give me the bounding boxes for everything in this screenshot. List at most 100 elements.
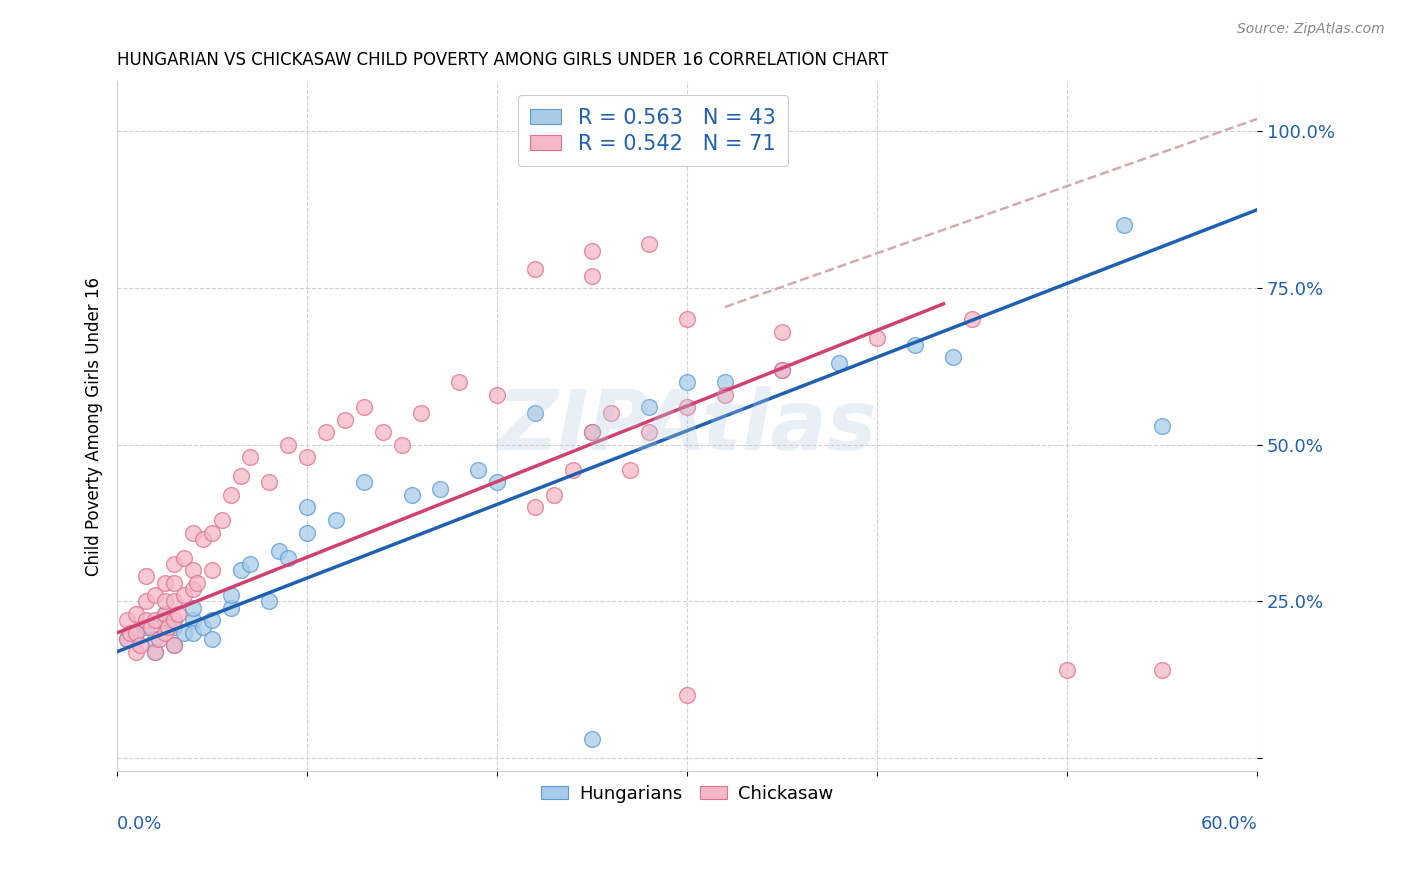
Point [153,575,176,590]
Point [143,588,166,602]
Point [125,607,148,621]
Point [1056,664,1078,678]
Point [770,362,793,376]
Point [638,425,661,440]
Point [201,632,224,646]
Legend: Hungarians, Chickasaw: Hungarians, Chickasaw [534,778,841,810]
Point [143,632,166,646]
Point [125,625,148,640]
Point [219,600,242,615]
Point [770,325,793,339]
Point [353,401,375,415]
Point [467,463,489,477]
Point [191,532,214,546]
Point [181,525,204,540]
Point [163,613,186,627]
Point [543,488,565,502]
Point [638,237,661,252]
Point [277,438,299,452]
Point [135,569,157,583]
Point [135,613,157,627]
Point [295,450,318,465]
Point [173,550,195,565]
Point [449,375,471,389]
Point [143,645,166,659]
Point [125,645,148,659]
Point [401,488,423,502]
Point [115,632,138,646]
Point [163,638,186,652]
Point [257,594,280,608]
Point [411,407,433,421]
Point [524,407,547,421]
Point [600,407,623,421]
Point [373,425,395,440]
Point [153,607,176,621]
Point [163,594,186,608]
Y-axis label: Child Poverty Among Girls Under 16: Child Poverty Among Girls Under 16 [86,277,103,575]
Point [676,401,699,415]
Point [229,563,252,577]
Point [676,689,699,703]
Point [143,613,166,627]
Point [153,594,176,608]
Point [201,525,224,540]
Point [153,613,176,627]
Point [181,600,204,615]
Point [562,463,585,477]
Point [714,387,737,401]
Point [115,613,138,627]
Point [173,625,195,640]
Point [904,337,927,351]
Point [429,482,451,496]
Point [524,262,547,277]
Point [163,557,186,571]
Point [219,588,242,602]
Point [163,619,186,633]
Text: Source: ZipAtlas.com: Source: ZipAtlas.com [1237,22,1385,37]
Point [1150,419,1173,434]
Point [201,613,224,627]
Point [486,387,509,401]
Point [619,463,641,477]
Point [942,350,965,364]
Point [486,475,509,490]
Point [581,244,603,258]
Point [295,525,318,540]
Point [960,312,983,326]
Point [148,632,170,646]
Point [581,732,603,747]
Point [135,594,157,608]
Point [173,588,195,602]
Point [129,638,152,652]
Point [1112,219,1135,233]
Point [181,563,204,577]
Text: 60.0%: 60.0% [1201,814,1257,832]
Text: ZIPAtlas: ZIPAtlas [498,385,877,467]
Point [828,356,851,370]
Text: 0.0%: 0.0% [117,814,163,832]
Point [676,375,699,389]
Point [277,550,299,565]
Point [267,544,290,558]
Point [866,331,889,345]
Point [191,619,214,633]
Point [157,619,180,633]
Point [181,582,204,596]
Point [163,575,186,590]
Point [181,613,204,627]
Point [141,619,163,633]
Point [315,425,337,440]
Point [676,312,699,326]
Point [211,513,233,527]
Point [219,488,242,502]
Point [581,425,603,440]
Point [524,500,547,515]
Point [143,645,166,659]
Point [257,475,280,490]
Point [581,268,603,283]
Point [125,625,148,640]
Point [325,513,347,527]
Point [391,438,413,452]
Point [581,425,603,440]
